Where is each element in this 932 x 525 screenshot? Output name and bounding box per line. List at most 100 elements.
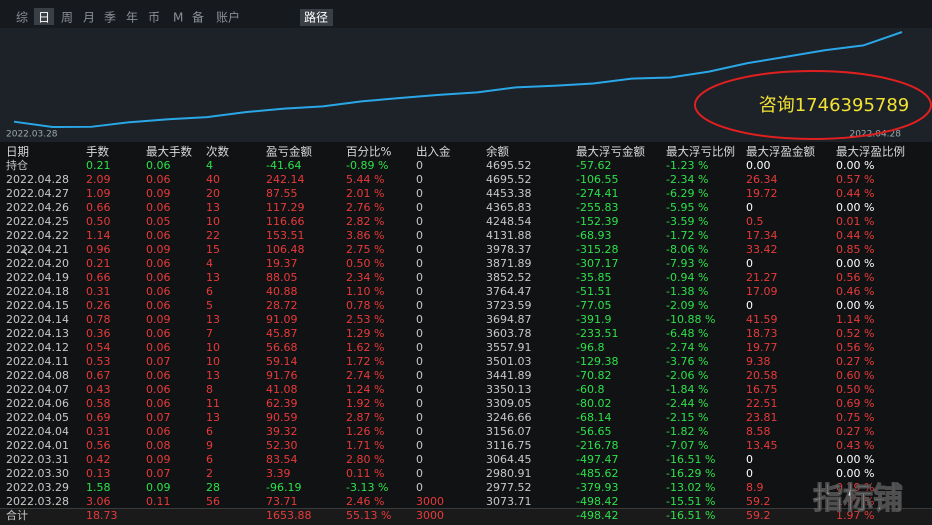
tab[interactable]: 币: [148, 11, 160, 25]
table-cell: -68.14: [576, 411, 611, 424]
row-label: 2022.04.21: [6, 243, 69, 256]
table-cell: 0: [416, 439, 423, 452]
table-cell: 1.14 %: [836, 313, 874, 326]
table-cell: 0.54: [86, 341, 111, 354]
table-cell: 19.77: [746, 341, 778, 354]
row-label: 2022.03.29: [6, 481, 69, 494]
table-cell: 0.06: [146, 201, 171, 214]
table-cell: 2.74 %: [346, 369, 384, 382]
table-cell: 0.06: [146, 341, 171, 354]
table-cell: 1.10 %: [346, 285, 384, 298]
table-cell: -1.23 %: [666, 159, 708, 172]
table-cell: 0: [746, 453, 753, 466]
table-cell: 0.00 %: [836, 159, 874, 172]
tab[interactable]: 日: [38, 11, 50, 25]
table-cell: 39.32: [266, 425, 298, 438]
row-label: 2022.04.20: [6, 257, 69, 270]
header-cell: 盈亏金额: [266, 145, 312, 159]
table-cell: -233.51: [576, 327, 618, 340]
table-cell: 0.26: [86, 299, 111, 312]
table-cell: -255.83: [576, 201, 618, 214]
row-label: 2022.04.01: [6, 439, 69, 452]
table-cell: 0.42: [86, 453, 111, 466]
table-cell: 0: [416, 201, 423, 214]
tab-active-bg: [34, 8, 54, 25]
tab[interactable]: 综: [16, 11, 28, 25]
table-cell: 88.05: [266, 271, 298, 284]
table-cell: 0.31: [86, 425, 111, 438]
table-cell: -152.39: [576, 215, 618, 228]
header-cell: 最大浮盈金额: [746, 145, 815, 159]
tab[interactable]: 年: [126, 11, 138, 25]
table-cell: 0.08: [146, 439, 171, 452]
table-cell: 13: [206, 411, 220, 424]
table-cell: 0.09: [146, 453, 171, 466]
table-cell: 1.92 %: [346, 397, 384, 410]
table-cell: 52.30: [266, 439, 298, 452]
table-cell: 3000: [416, 509, 444, 522]
table-cell: 0.06: [146, 285, 171, 298]
table-cell: 0.13: [86, 467, 111, 480]
table-cell: 3557.91: [486, 341, 532, 354]
table-cell: 1.72 %: [346, 355, 384, 368]
tab[interactable]: 周: [61, 11, 73, 25]
table-cell: 0: [416, 411, 423, 424]
table-cell: 0: [416, 369, 423, 382]
table-cell: 3073.71: [486, 495, 532, 508]
table-cell: -57.62: [576, 159, 611, 172]
table-cell: 13: [206, 201, 220, 214]
row-label: 2022.04.26: [6, 201, 69, 214]
header-cell: 最大浮盈比例: [836, 145, 905, 159]
table-cell: 0: [416, 285, 423, 298]
header-cell: 手数: [86, 145, 109, 159]
table-cell: 2.82 %: [346, 215, 384, 228]
header-cell: 日期: [6, 145, 29, 159]
table-cell: 0.44 %: [836, 229, 874, 242]
table-cell: 0.52 %: [836, 327, 874, 340]
table-cell: -485.62: [576, 467, 618, 480]
table-cell: 4365.83: [486, 201, 532, 214]
tab[interactable]: M: [173, 11, 183, 25]
table-cell: 3723.59: [486, 299, 532, 312]
table-cell: 1.97 %: [836, 509, 874, 522]
table-cell: 3852.52: [486, 271, 532, 284]
table-cell: 3350.13: [486, 383, 532, 396]
tab[interactable]: 账户: [216, 10, 240, 25]
table-cell: 0.50: [86, 215, 111, 228]
table-cell: 0.06: [146, 327, 171, 340]
prev-arrow[interactable]: ‹: [22, 242, 28, 261]
table-cell: -498.42: [576, 509, 618, 522]
table-cell: 1.09: [86, 187, 111, 200]
table-cell: -68.93: [576, 229, 611, 242]
tab[interactable]: 备: [192, 11, 204, 25]
header-cell: 最大浮亏比例: [666, 145, 735, 159]
table-cell: 13: [206, 369, 220, 382]
table-cell: 0.07: [146, 411, 171, 424]
table-cell: 59.2: [746, 495, 771, 508]
table-cell: 10: [206, 215, 220, 228]
table-cell: 0.00 %: [836, 299, 874, 312]
table-cell: 0.06: [146, 159, 171, 172]
table-cell: -10.88 %: [666, 313, 715, 326]
table-cell: 0.06: [146, 299, 171, 312]
table-cell: 0: [416, 159, 423, 172]
table-cell: 73.71: [266, 495, 298, 508]
table-cell: -2.06 %: [666, 369, 708, 382]
tab[interactable]: 月: [83, 11, 95, 25]
view-button-bg: [300, 9, 333, 26]
table-cell: 2: [206, 467, 213, 480]
table-cell: 18.73: [86, 509, 118, 522]
table-cell: 5.44 %: [346, 173, 384, 186]
table-cell: -0.94 %: [666, 271, 708, 284]
table-cell: 0: [416, 257, 423, 270]
tab[interactable]: 季: [104, 11, 116, 25]
table-cell: 3000: [416, 495, 444, 508]
view-button[interactable]: 路径: [304, 10, 328, 25]
table-cell: 0.06: [146, 383, 171, 396]
row-label: 2022.04.12: [6, 341, 69, 354]
table-cell: 1.29 %: [346, 327, 384, 340]
table-cell: 28.72: [266, 299, 298, 312]
table-cell: 0: [416, 327, 423, 340]
table-cell: -498.42: [576, 495, 618, 508]
